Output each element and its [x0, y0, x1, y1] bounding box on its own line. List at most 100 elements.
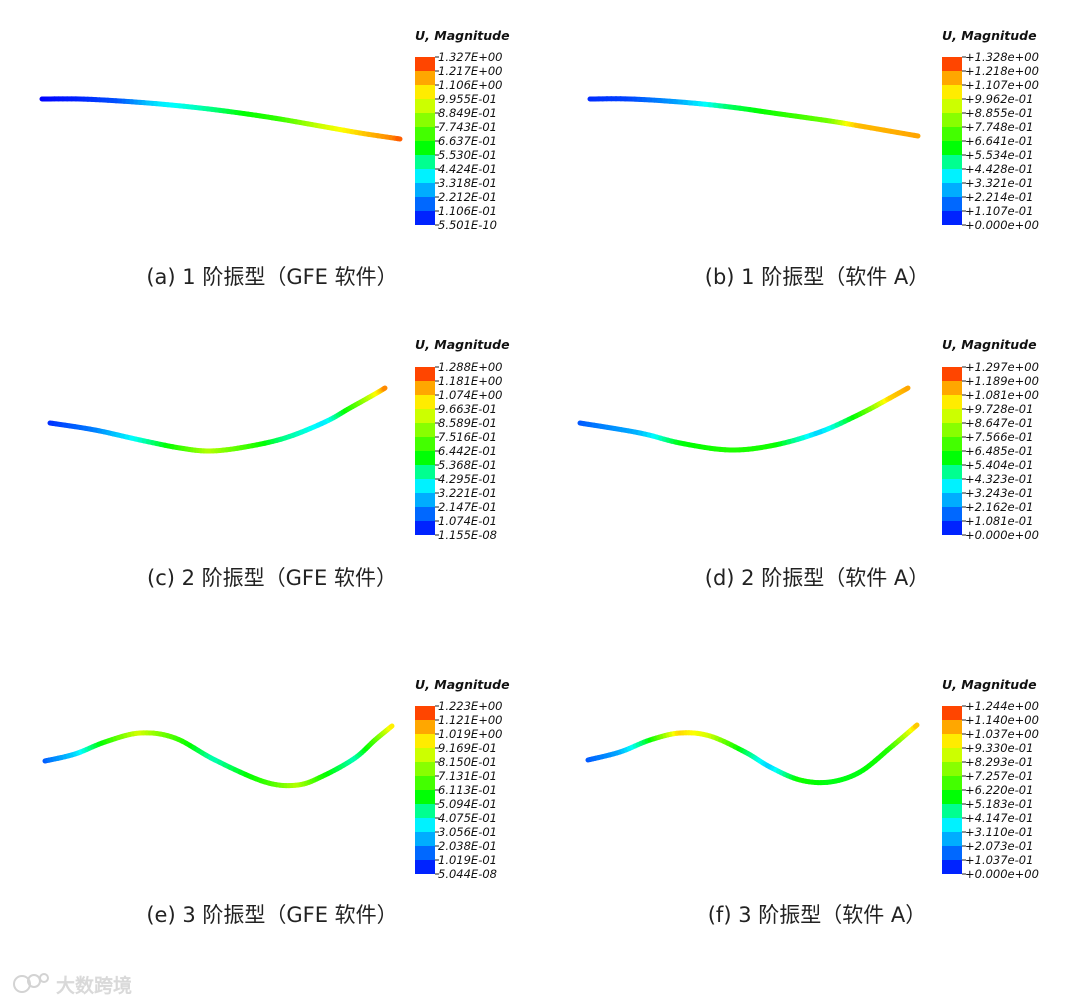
legend-color-cell [942, 832, 962, 846]
legend-tick-label: 5.368E-01 [438, 458, 497, 472]
panel-b: U, Magnitude +1.328e+00+1.218e+00+1.107e+… [587, 28, 1039, 289]
legend-tick-label: +3.321e-01 [965, 176, 1033, 190]
legend-tick-label: 5.044E-08 [438, 867, 497, 881]
legend-color-cell [942, 846, 962, 860]
panel-c: U, Magnitude 1.288E+001.181E+001.074E+009… [47, 337, 510, 590]
legend-color-cell [415, 57, 435, 71]
legend-color-cell [415, 720, 435, 734]
legend: U, Magnitude 1.223E+001.121E+001.019E+009… [415, 677, 510, 881]
legend-color-cell [415, 367, 435, 381]
legend-tick-label: +1.244e+00 [965, 699, 1039, 713]
legend-tick-label: +4.147e-01 [965, 811, 1033, 825]
legend-tick-label: +6.220e-01 [965, 783, 1033, 797]
legend-tick-label: +1.328e+00 [965, 50, 1039, 64]
legend-tick-label: +2.214e-01 [965, 190, 1033, 204]
legend-color-cell [415, 479, 435, 493]
panel-caption: (b) 1 阶振型（软件 A） [705, 265, 929, 289]
legend: U, Magnitude 1.327E+001.217E+001.106E+009… [415, 28, 510, 232]
mode-shape-segment [912, 722, 920, 729]
panel-caption: (a) 1 阶振型（GFE 软件） [146, 265, 397, 289]
legend-tick-label: 6.113E-01 [438, 783, 497, 797]
legend-tick-label: 3.318E-01 [438, 176, 497, 190]
legend-color-cell [942, 183, 962, 197]
legend: U, Magnitude +1.328e+00+1.218e+00+1.107e+… [942, 28, 1039, 232]
legend-tick-label: +2.162e-01 [965, 500, 1033, 514]
legend-tick-label: +0.000e+00 [965, 528, 1039, 542]
panel-e: U, Magnitude 1.223E+001.121E+001.019E+009… [42, 677, 510, 927]
legend-tick-label: 7.131E-01 [438, 769, 497, 783]
legend-tick-label: +9.330e-01 [965, 741, 1033, 755]
legend: U, Magnitude +1.297e+00+1.189e+00+1.081e+… [942, 337, 1039, 542]
legend-color-cell [942, 423, 962, 437]
legend-tick-label: 1.074E+00 [438, 388, 502, 402]
legend-color-cell [942, 99, 962, 113]
legend-tick-label: 1.074E-01 [438, 514, 497, 528]
legend-tick-label: 4.295E-01 [438, 472, 497, 486]
watermark: 大数跨境 [13, 973, 132, 997]
legend-color-cell [415, 846, 435, 860]
legend-color-cell [942, 409, 962, 423]
legend-color-cell [415, 395, 435, 409]
legend-tick-label: +1.081e+00 [965, 388, 1039, 402]
legend-tick-label: 1.106E-01 [438, 204, 497, 218]
watermark-logo-icon [13, 973, 49, 993]
panel-caption: (f) 3 阶振型（软件 A） [708, 903, 927, 927]
legend-color-cell [942, 437, 962, 451]
mode-shape-segment [911, 132, 921, 139]
legend-tick-label: 1.019E-01 [438, 853, 497, 867]
legend-color-cell [942, 762, 962, 776]
legend-color-cell [942, 479, 962, 493]
watermark-text: 大数跨境 [56, 974, 132, 997]
legend-tick-label: 1.106E+00 [438, 78, 502, 92]
legend-tick-label: +1.107e+00 [965, 78, 1039, 92]
legend-color-cell [942, 493, 962, 507]
legend-tick-label: +1.081e-01 [965, 514, 1033, 528]
mode-shape-curve [585, 722, 920, 786]
legend-color-cell [415, 197, 435, 211]
legend-color-cell [415, 169, 435, 183]
legend-color-cell [415, 706, 435, 720]
legend-tick-label: +3.110e-01 [965, 825, 1033, 839]
legend-color-cell [942, 776, 962, 790]
legend-tick-label: +1.037e+00 [965, 727, 1039, 741]
legend-tick-label: +0.000e+00 [965, 867, 1039, 881]
legend-tick-label: 9.663E-01 [438, 402, 497, 416]
legend-color-cell [415, 507, 435, 521]
legend-color-cell [415, 748, 435, 762]
legend-title: U, Magnitude [415, 337, 510, 352]
legend-tick-label: +1.297e+00 [965, 360, 1039, 374]
legend-color-cell [942, 57, 962, 71]
panel-caption: (c) 2 阶振型（GFE 软件） [147, 566, 397, 590]
legend-color-cell [942, 155, 962, 169]
legend-color-cell [942, 734, 962, 748]
legend-color-cell [415, 183, 435, 197]
legend-tick-label: 7.516E-01 [438, 430, 497, 444]
legend-tick-label: +4.323e-01 [965, 472, 1033, 486]
legend-tick-label: 1.217E+00 [438, 64, 502, 78]
legend: U, Magnitude 1.288E+001.181E+001.074E+009… [415, 337, 510, 542]
legend-tick-label: 3.056E-01 [438, 825, 497, 839]
legend-tick-label: 1.288E+00 [438, 360, 502, 374]
mode-shape-curve [42, 723, 395, 789]
legend-title: U, Magnitude [415, 677, 510, 692]
legend-color-cell [415, 465, 435, 479]
legend-color-cell [415, 409, 435, 423]
legend-title: U, Magnitude [942, 677, 1037, 692]
mode-shape-curve [47, 385, 388, 454]
mode-shape-segment [904, 385, 911, 392]
legend-tick-label: +0.000e+00 [965, 218, 1039, 232]
legend-color-cell [942, 85, 962, 99]
legend-color-cell [415, 493, 435, 507]
legend-color-cell [942, 211, 962, 225]
legend-color-cell [942, 395, 962, 409]
legend-color-cell [415, 451, 435, 465]
legend-color-cell [942, 507, 962, 521]
legend-color-cell [415, 85, 435, 99]
legend-color-cell [415, 776, 435, 790]
legend-tick-label: 7.743E-01 [438, 120, 497, 134]
legend-tick-label: 2.147E-01 [438, 500, 497, 514]
legend-tick-label: +1.037e-01 [965, 853, 1033, 867]
legend-tick-label: +5.183e-01 [965, 797, 1033, 811]
legend-tick-label: 5.094E-01 [438, 797, 497, 811]
